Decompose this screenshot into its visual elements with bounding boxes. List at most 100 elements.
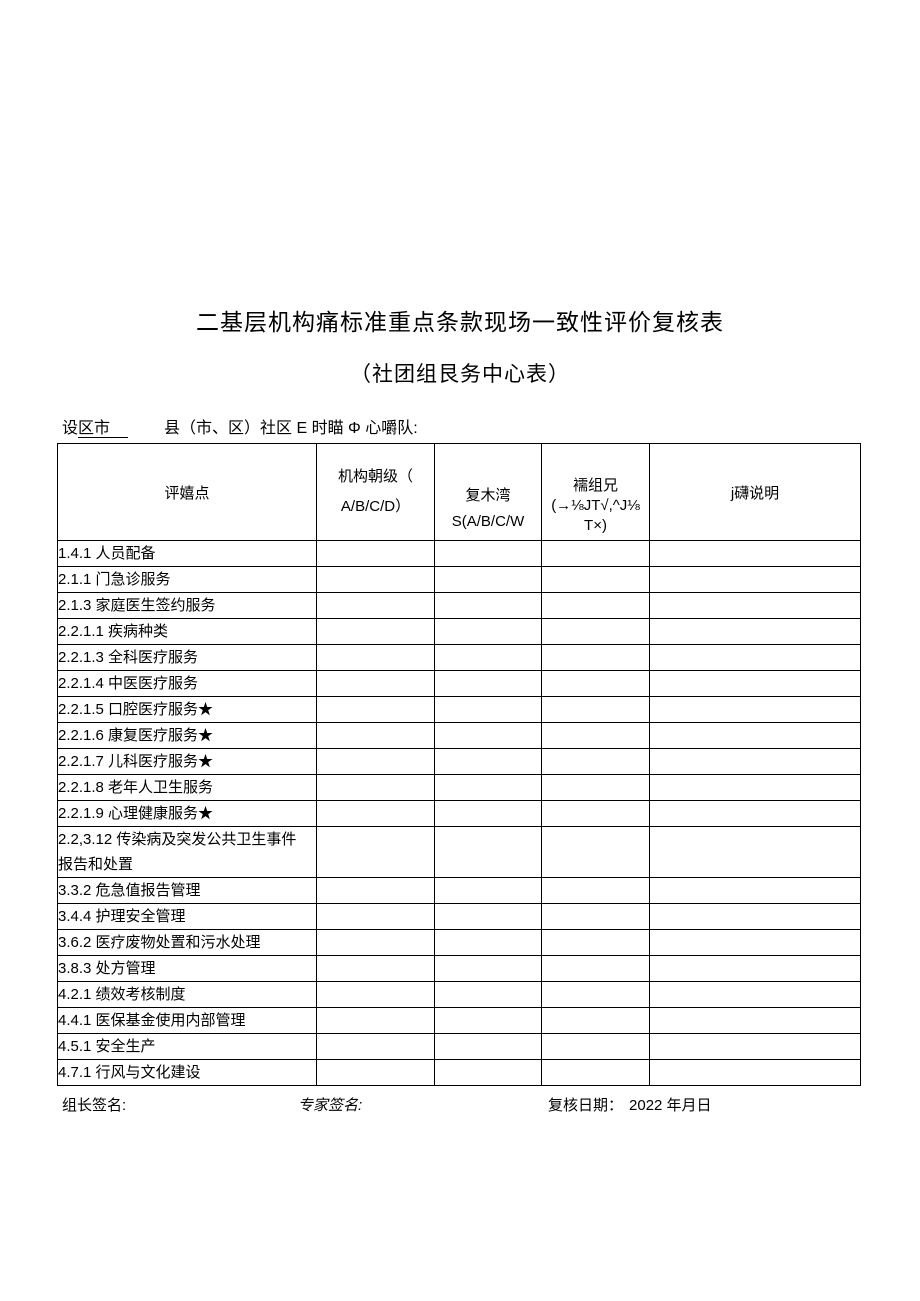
- table-row: 4.7.1 行风与文化建设: [57, 1059, 861, 1086]
- review-cell: [434, 1007, 542, 1034]
- header-notes-label: j礴说明: [730, 484, 780, 502]
- criteria-label: 3.8.3 处方管理: [57, 955, 317, 982]
- review-cell: [434, 981, 542, 1008]
- consistency-cell: [541, 1007, 650, 1034]
- header-review-label: 复木湾 S(A/B/C/W: [451, 487, 525, 530]
- notes-cell: [649, 877, 861, 904]
- notes-cell: [649, 670, 861, 697]
- criteria-label: 3.6.2 医疗废物处置和污水处理: [57, 929, 317, 956]
- consistency-cell: [541, 877, 650, 904]
- consistency-cell: [541, 540, 650, 567]
- consistency-cell: [541, 800, 650, 827]
- table-row: 2.2.1.8 老年人卫生服务: [57, 774, 861, 801]
- notes-cell: [649, 566, 861, 593]
- consistency-cell: [541, 696, 650, 723]
- table-row: 2.2.1.6 康复医疗服务★: [57, 722, 861, 749]
- review-table: 评嬉点 机构朝级（ A/B/C/D） 复木湾 S(A/B/C/W 襦组兄 (→⅛…: [57, 443, 861, 1086]
- table-row: 3.8.3 处方管理: [57, 955, 861, 982]
- consistency-cell: [541, 592, 650, 619]
- review-date-label: 复核日期：: [548, 1097, 624, 1114]
- grade-cell: [316, 955, 435, 982]
- criteria-label: 2.2,3.12 传染病及突发公共卫生事件 报告和处置: [57, 826, 317, 878]
- table-row: 2.2.1.5 口腔医疗服务★: [57, 696, 861, 723]
- header-grade: 机构朝级（ A/B/C/D）: [316, 443, 435, 541]
- notes-cell: [649, 592, 861, 619]
- consistency-cell: [541, 566, 650, 593]
- consistency-cell: [541, 1059, 650, 1086]
- header-criteria: 评嬉点: [57, 443, 317, 541]
- grade-cell: [316, 1007, 435, 1034]
- notes-cell: [649, 903, 861, 930]
- notes-cell: [649, 955, 861, 982]
- header-review: 复木湾 S(A/B/C/W: [434, 443, 542, 541]
- notes-cell: [649, 774, 861, 801]
- table-row: 4.4.1 医保基金使用内部管理: [57, 1007, 861, 1034]
- grade-cell: [316, 1059, 435, 1086]
- criteria-label: 3.3.2 危急值报告管理: [57, 877, 317, 904]
- review-cell: [434, 748, 542, 775]
- notes-cell: [649, 540, 861, 567]
- region-blank-underline: 区市: [78, 420, 129, 438]
- table-row: 2.2.1.9 心理健康服务★: [57, 800, 861, 827]
- grade-cell: [316, 722, 435, 749]
- notes-cell: [649, 826, 861, 878]
- criteria-label: 2.1.1 门急诊服务: [57, 566, 317, 593]
- review-cell: [434, 566, 542, 593]
- grade-cell: [316, 566, 435, 593]
- grade-cell: [316, 800, 435, 827]
- review-cell: [434, 1033, 542, 1060]
- review-cell: [434, 644, 542, 671]
- review-cell: [434, 955, 542, 982]
- criteria-label: 4.2.1 绩效考核制度: [57, 981, 317, 1008]
- leader-signature-label: 组长签名:: [62, 1097, 127, 1114]
- review-cell: [434, 826, 542, 878]
- criteria-label: 2.2.1.5 口腔医疗服务★: [57, 696, 317, 723]
- table-row: 2.2.1.3 全科医疗服务: [57, 644, 861, 671]
- criteria-label: 2.2.1.8 老年人卫生服务: [57, 774, 317, 801]
- region-line: 设区市 县（市、区）社区 E 时瞄 Φ 心嚼队:: [62, 414, 418, 438]
- grade-cell: [316, 540, 435, 567]
- notes-cell: [649, 618, 861, 645]
- header-grade-label: 机构朝级（ A/B/C/D）: [337, 468, 413, 515]
- header-row: 评嬉点 机构朝级（ A/B/C/D） 复木湾 S(A/B/C/W 襦组兄 (→⅛…: [57, 443, 861, 541]
- notes-cell: [649, 1033, 861, 1060]
- review-cell: [434, 696, 542, 723]
- grade-cell: [316, 644, 435, 671]
- notes-cell: [649, 1059, 861, 1086]
- header-consistency-label: 襦组兄 (→⅛JT√,^J⅛ T×): [551, 477, 640, 534]
- signature-footer: 组长签名: 专家签名: 复核日期： 2022 年月日: [0, 1094, 920, 1118]
- grade-cell: [316, 696, 435, 723]
- table-header: 评嬉点 机构朝级（ A/B/C/D） 复木湾 S(A/B/C/W 襦组兄 (→⅛…: [57, 443, 861, 541]
- criteria-label: 2.2.1.9 心理健康服务★: [57, 800, 317, 827]
- review-cell: [434, 722, 542, 749]
- consistency-cell: [541, 826, 650, 878]
- review-cell: [434, 1059, 542, 1086]
- page-title: 二基层机构痛标准重点条款现场一致性评价复核表: [196, 309, 724, 335]
- grade-cell: [316, 670, 435, 697]
- review-cell: [434, 670, 542, 697]
- review-cell: [434, 618, 542, 645]
- consistency-cell: [541, 618, 650, 645]
- consistency-cell: [541, 903, 650, 930]
- review-cell: [434, 929, 542, 956]
- consistency-cell: [541, 644, 650, 671]
- criteria-label: 2.2.1.4 中医医疗服务: [57, 670, 317, 697]
- review-date: 复核日期： 2022 年月日: [548, 1094, 712, 1115]
- grade-cell: [316, 748, 435, 775]
- table-row: 3.6.2 医疗废物处置和污水处理: [57, 929, 861, 956]
- table-row: 2.1.3 家庭医生签约服务: [57, 592, 861, 619]
- criteria-label: 4.4.1 医保基金使用内部管理: [57, 1007, 317, 1034]
- notes-cell: [649, 1007, 861, 1034]
- notes-cell: [649, 696, 861, 723]
- review-cell: [434, 903, 542, 930]
- expert-signature-label: 专家签名:: [298, 1097, 363, 1114]
- header-consistency: 襦组兄 (→⅛JT√,^J⅛ T×): [541, 443, 650, 541]
- criteria-label: 2.2.1.1 疾病种类: [57, 618, 317, 645]
- consistency-cell: [541, 981, 650, 1008]
- notes-cell: [649, 981, 861, 1008]
- region-prefix: 设: [62, 420, 79, 437]
- consistency-cell: [541, 748, 650, 775]
- consistency-cell: [541, 929, 650, 956]
- table-row: 1.4.1 人员配备: [57, 540, 861, 567]
